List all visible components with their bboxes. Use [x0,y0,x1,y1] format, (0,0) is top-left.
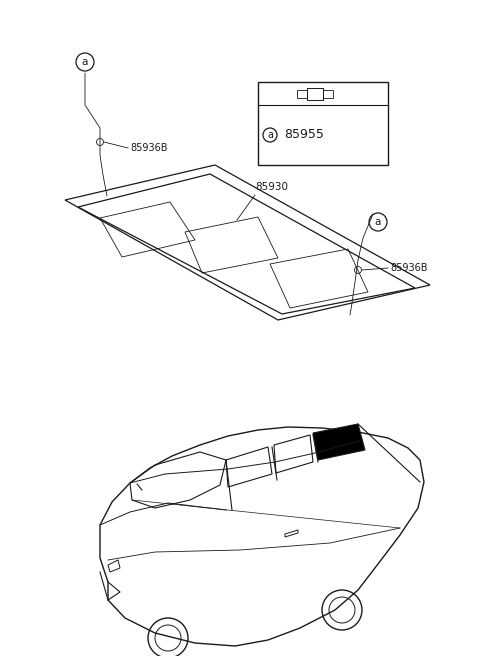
Text: 85936B: 85936B [130,143,168,153]
Text: a: a [375,217,381,227]
Bar [297,89,307,98]
Polygon shape [313,424,365,460]
Bar [323,89,333,98]
Text: 85955: 85955 [284,129,324,142]
Text: a: a [82,57,88,67]
Bar [258,82,388,165]
Bar [307,87,323,100]
Text: 85930: 85930 [255,182,288,192]
Text: 85936B: 85936B [390,263,428,273]
Text: a: a [267,130,273,140]
